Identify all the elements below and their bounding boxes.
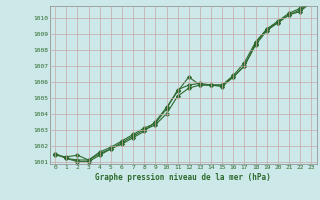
X-axis label: Graphe pression niveau de la mer (hPa): Graphe pression niveau de la mer (hPa) — [95, 173, 271, 182]
